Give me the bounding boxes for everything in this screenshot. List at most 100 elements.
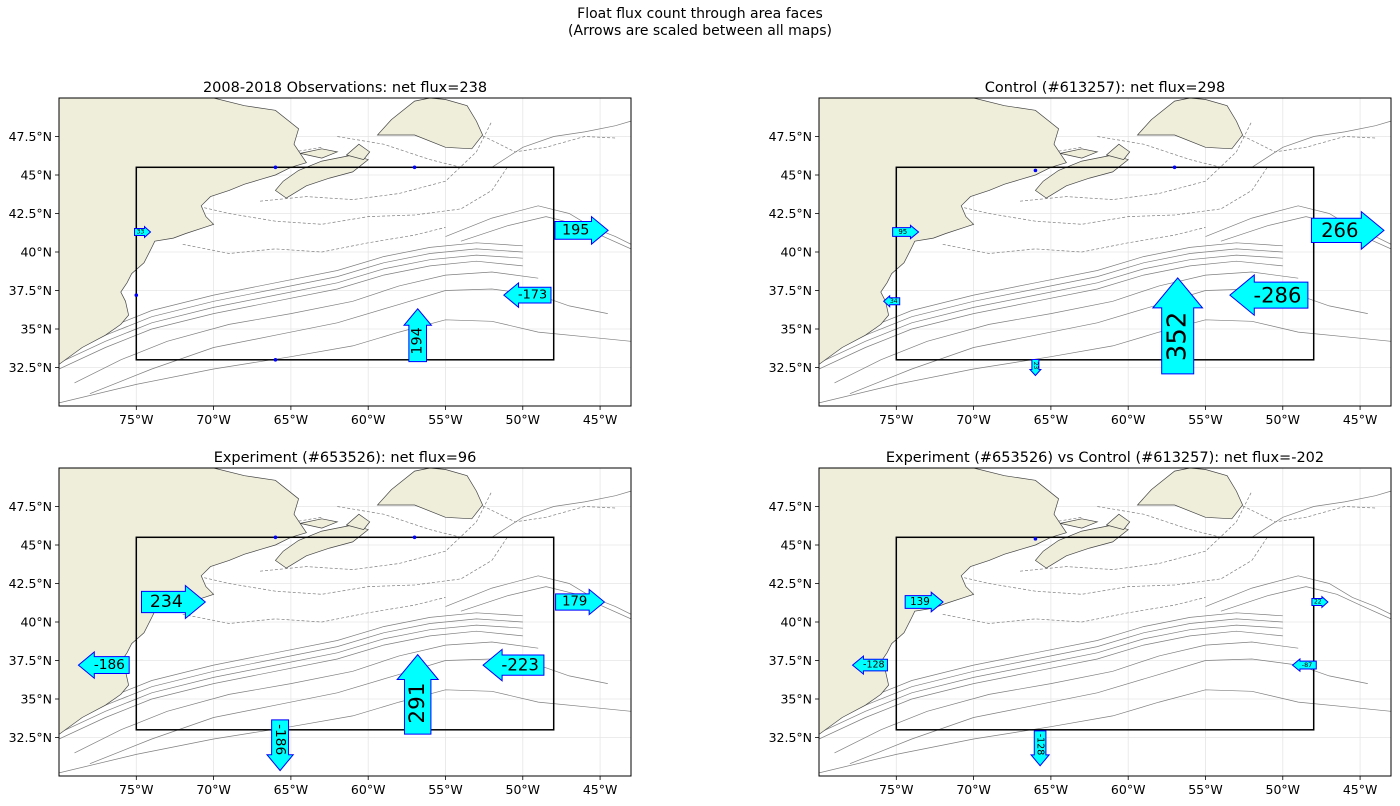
- tick-label-lat: 45°N: [20, 168, 52, 183]
- land-newfoundland: [1136, 468, 1244, 520]
- contour-line: [819, 624, 1283, 734]
- tick-label-lon: 55°W: [1188, 412, 1223, 427]
- contour-line-dashed: [896, 167, 1268, 225]
- panel-title: Experiment (#653526) vs Control (#613257…: [886, 450, 1324, 466]
- tick-label-lat: 35°N: [20, 322, 52, 337]
- contour-line: [834, 641, 1299, 754]
- flux-arrow-east: 266: [1310, 210, 1385, 251]
- area-box: [135, 536, 555, 731]
- flux-arrow-label: -186: [94, 657, 125, 673]
- land-pei: [300, 148, 339, 159]
- tick-label-lon: 65°W: [1034, 412, 1069, 427]
- contour-line: [460, 586, 631, 620]
- land-cape-breton: [345, 513, 371, 530]
- contour-line-dashed: [1019, 120, 1253, 202]
- tick-label-lat: 37.5°N: [9, 653, 52, 668]
- tick-label-lat: 40°N: [20, 615, 52, 630]
- flux-arrow-west: -173: [503, 281, 552, 309]
- figure-title: Float flux count through area faces (Arr…: [0, 6, 1400, 40]
- tick-label-lat: 35°N: [780, 692, 812, 707]
- flux-arrow-west: -128: [851, 655, 888, 676]
- contour-line-dashed: [942, 227, 1206, 254]
- flux-arrow-shape: [1028, 359, 1042, 377]
- flux-arrow-shape: [1151, 277, 1204, 375]
- contour-line: [74, 271, 539, 384]
- tick-label-lat: 42.5°N: [769, 576, 812, 591]
- tick-label-lat: 37.5°N: [769, 283, 812, 298]
- land-north-america: [59, 98, 307, 406]
- tick-label-lon: 70°W: [956, 782, 991, 797]
- land-cape-breton: [345, 143, 371, 160]
- tick-label-lat: 42.5°N: [9, 206, 52, 221]
- tick-label-lon: 75°W: [119, 412, 154, 427]
- tick-label-lon: 55°W: [428, 412, 463, 427]
- tick-label-lon: 65°W: [1034, 782, 1069, 797]
- tick-label-lon: 45°W: [583, 782, 618, 797]
- tick-label-lon: 50°W: [1266, 412, 1301, 427]
- flux-arrow-label: 195: [562, 222, 589, 238]
- contour-line-dashed: [1097, 136, 1221, 168]
- flux-arrow-shape: [402, 307, 433, 363]
- map-panel-experiment: Experiment (#653526): net flux=96 75°W 70°…: [9, 450, 632, 797]
- tick-label-lat: 32.5°N: [9, 730, 52, 745]
- face-marker: [1033, 537, 1038, 541]
- flux-arrow-north: 291: [396, 653, 440, 735]
- tick-label-lon: 60°W: [1111, 782, 1146, 797]
- contour-line-dashed: [445, 490, 616, 523]
- figure-title-line2: (Arrows are scaled between all maps): [568, 23, 832, 39]
- contour-line: [59, 260, 523, 370]
- tick-label-lon: 75°W: [119, 782, 154, 797]
- contour-line-dashed: [182, 227, 446, 254]
- face-marker: [1033, 168, 1038, 173]
- contour-line-dashed: [896, 537, 1268, 595]
- contour-line: [819, 242, 1283, 354]
- land-newfoundland: [376, 98, 484, 150]
- face-marker: [134, 293, 139, 297]
- flux-arrow-south: -186: [265, 719, 295, 772]
- tick-label-lon: 55°W: [1188, 782, 1223, 797]
- flux-arrow-label: 139: [910, 596, 930, 608]
- contour-line: [460, 216, 631, 250]
- land-nova-scotia: [1034, 524, 1129, 569]
- flux-arrow-shape: [554, 215, 609, 246]
- tick-label-lat: 45°N: [780, 168, 812, 183]
- land-north-america: [819, 98, 1067, 406]
- tick-label-lat: 35°N: [20, 692, 52, 707]
- flux-arrow-east: 95: [892, 224, 920, 240]
- area-box: [895, 166, 1315, 361]
- contour-line: [59, 254, 523, 364]
- flux-arrow-east: 234: [140, 584, 207, 620]
- contour-line: [89, 658, 608, 765]
- face-marker: [412, 535, 417, 540]
- contour-line: [491, 490, 631, 538]
- contour-line: [1220, 586, 1391, 620]
- tick-label-lat: 47.5°N: [769, 129, 812, 144]
- land-nova-scotia: [1034, 154, 1129, 199]
- tick-label-lon: 70°W: [956, 412, 991, 427]
- flux-arrow-label: 194: [410, 327, 426, 354]
- flux-arrow-north: 194: [402, 307, 433, 363]
- flux-arrow-west: -286: [1229, 273, 1309, 317]
- flux-arrow-shape: [851, 655, 888, 676]
- land-nova-scotia: [274, 154, 369, 199]
- flux-arrow-label: -223: [501, 656, 538, 675]
- tick-label-lon: 60°W: [1111, 412, 1146, 427]
- tick-label-lon: 60°W: [351, 782, 386, 797]
- flux-arrow-label: -128: [1035, 734, 1046, 756]
- tick-label-lon: 75°W: [879, 412, 914, 427]
- tick-label-lon: 50°W: [506, 412, 541, 427]
- flux-arrow-east: 195: [554, 215, 609, 246]
- tick-label-lon: 45°W: [1343, 782, 1378, 797]
- contour-line-dashed: [1019, 490, 1253, 572]
- map-area: [819, 468, 1391, 776]
- flux-arrow-label: -173: [518, 288, 547, 303]
- contour-line: [819, 630, 1283, 740]
- land-cape-breton: [1105, 513, 1131, 530]
- contour-line-dashed: [182, 597, 446, 624]
- map-area: [59, 468, 631, 776]
- panel-title: Experiment (#653526): net flux=96: [214, 450, 477, 466]
- flux-arrow-shape: [1291, 657, 1317, 673]
- land-pei: [1060, 518, 1099, 529]
- flux-arrow-east: 22: [1311, 595, 1329, 609]
- contour-line-dashed: [259, 120, 493, 202]
